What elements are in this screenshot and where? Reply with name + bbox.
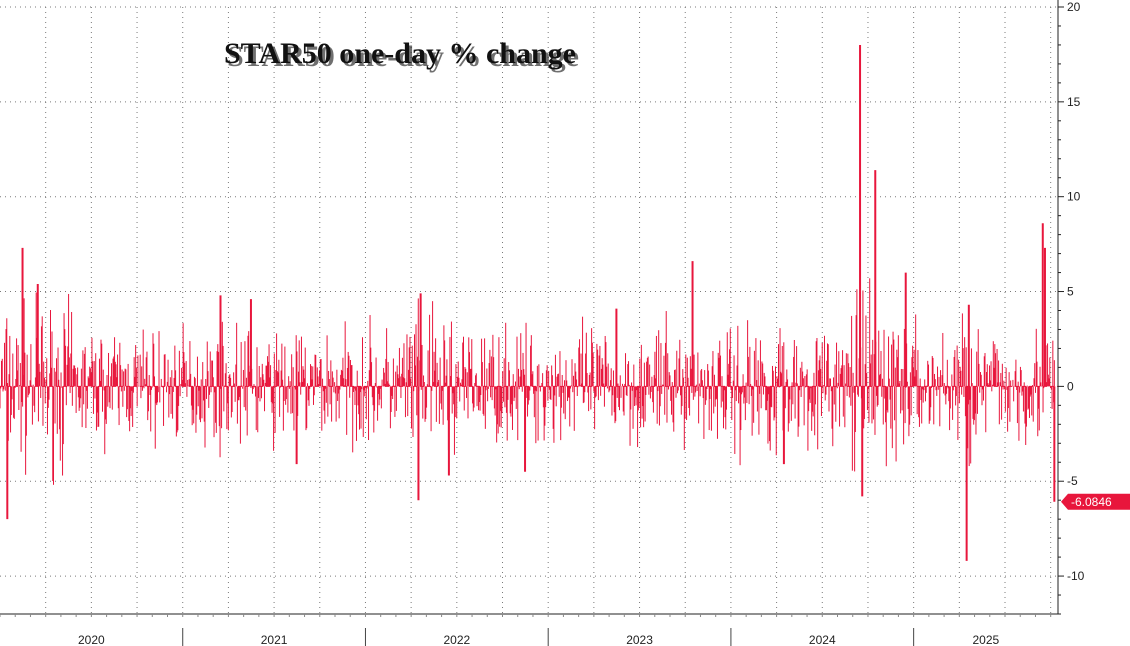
last-value-label: -6.0846 xyxy=(1071,495,1112,509)
y-tick-label: 0 xyxy=(1067,379,1074,393)
grid xyxy=(0,6,1058,614)
y-tick-label: 10 xyxy=(1067,190,1081,204)
x-tick-label: 2022 xyxy=(443,633,470,646)
chart-title-shadow: STAR50 one-day % change xyxy=(227,40,579,73)
y-tick-label: -10 xyxy=(1067,569,1085,583)
chart-title: STAR50 one-day % change xyxy=(224,37,576,70)
bars-series xyxy=(0,44,1056,561)
x-tick-label: 2021 xyxy=(261,633,288,646)
x-tick-label: 2024 xyxy=(809,633,836,646)
y-tick-label: -5 xyxy=(1067,474,1078,488)
last-value-badge: -6.0846 xyxy=(1061,493,1130,510)
last-value-badge-bg xyxy=(1061,493,1130,510)
y-tick-label: 20 xyxy=(1067,0,1081,14)
x-tick-label: 2023 xyxy=(626,633,653,646)
y-tick-label: 15 xyxy=(1067,95,1081,109)
x-tick-label: 2020 xyxy=(78,633,105,646)
y-tick-label: 5 xyxy=(1067,285,1074,299)
x-tick-label: 2025 xyxy=(972,633,999,646)
